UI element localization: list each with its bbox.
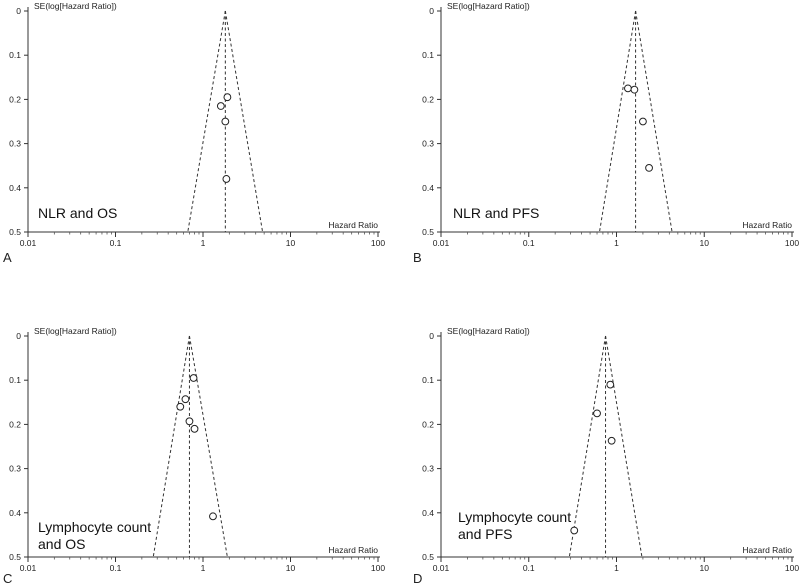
y-tick-label: 0.1 — [9, 375, 21, 385]
y-tick-label: 0 — [16, 331, 21, 341]
y-tick-label: 0.5 — [9, 227, 21, 237]
y-tick-label: 0.2 — [422, 419, 434, 429]
study-point — [624, 84, 632, 93]
funnel-left-limit — [187, 10, 226, 233]
x-tick-label: 100 — [785, 238, 799, 248]
y-tick-label: 0.4 — [422, 508, 434, 518]
y-axis-title: SE(log[Hazard Ratio]) — [447, 326, 530, 336]
x-tick-label: 10 — [286, 238, 296, 248]
study-point — [189, 374, 198, 382]
panel-letter: D — [413, 571, 422, 585]
panel-letter: A — [3, 250, 12, 265]
x-tick-label: 1 — [201, 238, 206, 248]
y-axis-title: SE(log[Hazard Ratio]) — [447, 1, 530, 11]
funnel-panel-a: 0 0.1 0.2 0.3 0.4 0.50.01 0.1 1 10 100 SE(log[Haza… — [3, 1, 385, 265]
x-tick-label: 0.01 — [20, 238, 37, 248]
funnel-right-limit — [605, 335, 643, 558]
x-axis-title: Hazard Ratio — [742, 220, 792, 230]
funnel-panel-c: 0 0.1 0.2 0.3 0.4 0.50.01 0.1 1 10 100 SE(log[Haza… — [3, 326, 385, 585]
funnel-right-limit — [635, 10, 673, 233]
x-tick-label: 0.1 — [110, 238, 122, 248]
funnel-left-limit — [152, 335, 190, 558]
funnel-left-limit — [598, 10, 637, 233]
x-tick-label: 0.1 — [523, 563, 535, 573]
panel-annotation: and PFS — [458, 526, 512, 542]
panel-annotation: NLR and PFS — [453, 205, 539, 221]
y-tick-label: 0.1 — [422, 50, 434, 60]
x-tick-label: 0.01 — [433, 238, 450, 248]
funnel-right-limit — [188, 335, 228, 558]
panel-annotation: and OS — [38, 536, 85, 552]
y-tick-label: 0.4 — [9, 183, 21, 193]
x-tick-label: 10 — [286, 563, 296, 573]
y-axis-title: SE(log[Hazard Ratio]) — [34, 1, 117, 11]
study-point — [221, 117, 230, 126]
study-point — [223, 93, 232, 102]
study-point — [176, 402, 185, 411]
y-tick-label: 0.3 — [422, 464, 434, 474]
study-point — [630, 85, 639, 94]
y-tick-label: 0.3 — [9, 464, 21, 474]
x-tick-label: 100 — [371, 563, 385, 573]
funnel-right-limit — [224, 10, 264, 233]
x-tick-label: 0.01 — [433, 563, 450, 573]
y-tick-label: 0.2 — [9, 94, 21, 104]
y-tick-label: 0.2 — [9, 419, 21, 429]
y-tick-label: 0.5 — [9, 552, 21, 562]
study-point — [209, 512, 217, 521]
x-tick-label: 1 — [614, 238, 619, 248]
x-tick-label: 0.1 — [523, 238, 535, 248]
y-tick-label: 0.5 — [422, 227, 434, 237]
study-point — [216, 102, 225, 110]
study-point — [607, 436, 616, 445]
y-tick-label: 0 — [429, 331, 434, 341]
study-point — [222, 175, 231, 183]
x-axis-title: Hazard Ratio — [742, 545, 792, 555]
x-tick-label: 1 — [201, 563, 206, 573]
study-point — [593, 409, 601, 418]
y-tick-label: 0.3 — [422, 139, 434, 149]
study-point — [570, 526, 579, 535]
x-tick-label: 1 — [614, 563, 619, 573]
x-tick-label: 100 — [371, 238, 385, 248]
study-point — [639, 117, 647, 126]
study-point — [185, 417, 194, 426]
y-tick-label: 0.5 — [422, 552, 434, 562]
study-point — [606, 380, 615, 389]
y-tick-label: 0 — [16, 6, 21, 16]
panel-annotation: NLR and OS — [38, 205, 117, 221]
x-tick-label: 10 — [700, 563, 710, 573]
x-tick-label: 0.1 — [110, 563, 122, 573]
funnel-panel-b: 0 0.1 0.2 0.3 0.4 0.50.01 0.1 1 10 100 SE(log[Haza… — [413, 1, 799, 265]
x-axis-title: Hazard Ratio — [328, 545, 378, 555]
panel-annotation: Lymphocyte count — [458, 509, 571, 525]
study-point — [645, 164, 653, 172]
panel-letter: C — [3, 571, 12, 585]
y-tick-label: 0.2 — [422, 94, 434, 104]
panel-annotation: Lymphocyte count — [38, 519, 151, 535]
x-tick-label: 0.01 — [20, 563, 37, 573]
funnel-panel-d: 0 0.1 0.2 0.3 0.4 0.50.01 0.1 1 10 100 SE(log[Haza… — [413, 326, 799, 585]
y-tick-label: 0.4 — [422, 183, 434, 193]
study-point — [181, 395, 190, 404]
y-tick-label: 0 — [429, 6, 434, 16]
x-tick-label: 10 — [700, 238, 710, 248]
y-tick-label: 0.1 — [9, 50, 21, 60]
funnel-left-limit — [568, 335, 607, 558]
x-tick-label: 100 — [785, 563, 799, 573]
study-point — [190, 424, 199, 433]
y-tick-label: 0.1 — [422, 375, 434, 385]
y-tick-label: 0.4 — [9, 508, 21, 518]
y-axis-title: SE(log[Hazard Ratio]) — [34, 326, 117, 336]
y-tick-label: 0.3 — [9, 139, 21, 149]
x-axis-title: Hazard Ratio — [328, 220, 378, 230]
panel-letter: B — [413, 250, 422, 265]
